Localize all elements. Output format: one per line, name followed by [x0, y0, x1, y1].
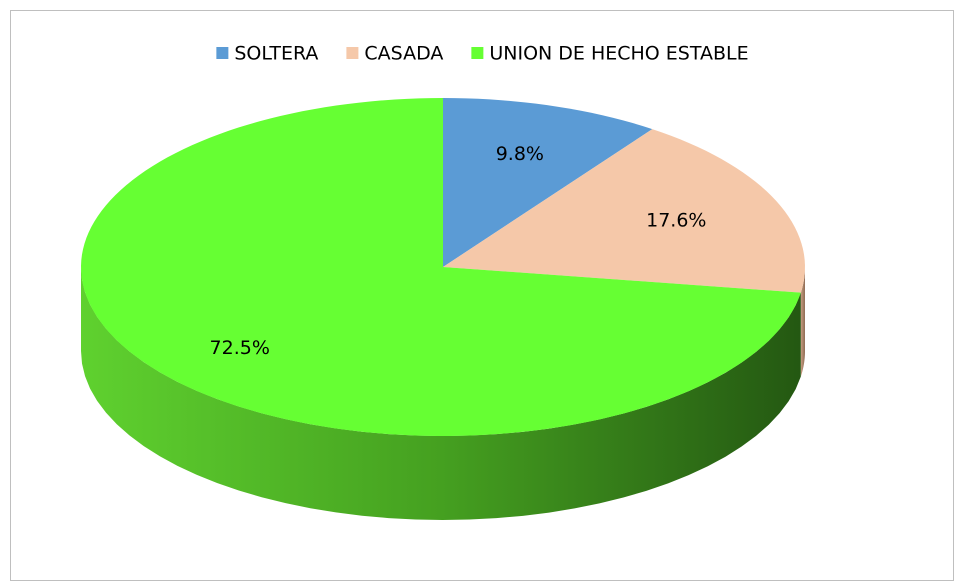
- data-label: 9.8%: [496, 143, 544, 165]
- legend-label: UNION DE HECHO ESTABLE: [489, 43, 748, 65]
- slice: [443, 98, 653, 267]
- legend-swatch: [346, 47, 359, 59]
- slice: [443, 129, 805, 293]
- slice-side: [81, 267, 801, 520]
- pie: 9.8% 17.6% 72.5%: [81, 98, 805, 520]
- slice-side: [800, 267, 805, 377]
- legend: SOLTERA CASADA UNION DE HECHO ESTABLE: [216, 43, 749, 65]
- legend-swatch: [471, 47, 484, 59]
- legend-swatch: [216, 47, 229, 59]
- legend-label: SOLTERA: [234, 43, 318, 65]
- data-label: 17.6%: [646, 209, 706, 231]
- data-label: 72.5%: [210, 337, 270, 359]
- legend-label: CASADA: [364, 43, 443, 65]
- slice: [81, 98, 801, 436]
